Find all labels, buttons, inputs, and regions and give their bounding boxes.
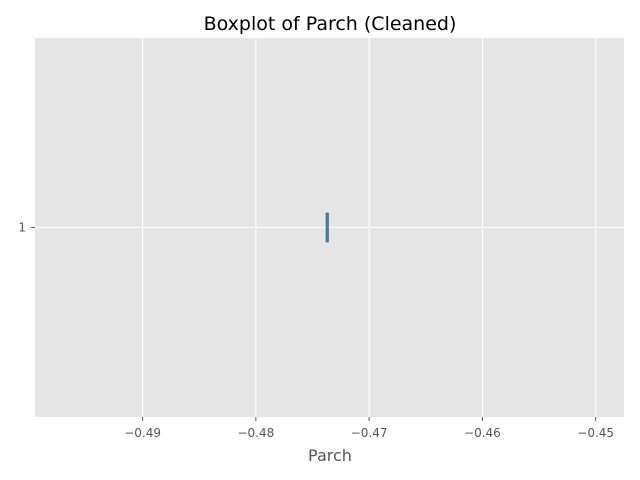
chart-title: Boxplot of Parch (Cleaned): [204, 13, 457, 35]
x-axis-label: Parch: [308, 446, 352, 465]
axis-ticks: −0.49 −0.48 −0.47 −0.46 −0.45 1: [18, 221, 614, 441]
x-tick-label: −0.45: [577, 426, 614, 440]
y-tick-label: 1: [18, 221, 26, 235]
x-tick-label: −0.49: [124, 426, 161, 440]
x-tick-label: −0.47: [351, 426, 388, 440]
box-series: [325, 212, 329, 243]
x-tick-label: −0.46: [464, 426, 501, 440]
grid-lines: [35, 38, 624, 417]
x-tick-label: −0.48: [237, 426, 274, 440]
